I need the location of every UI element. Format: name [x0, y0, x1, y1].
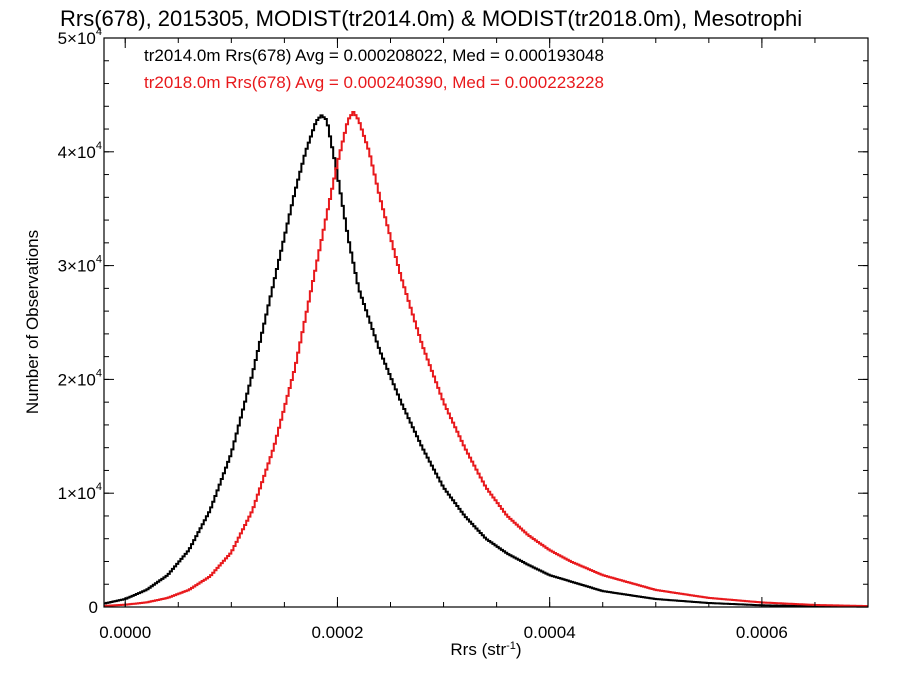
y-axis-label: Number of Observations: [23, 230, 42, 414]
annotations: tr2014.0m Rrs(678) Avg = 0.000208022, Me…: [144, 46, 604, 92]
plot-frame: [103, 37, 869, 608]
x-tick-label: 0.0006: [736, 623, 788, 642]
x-tick-label: 0.0002: [311, 623, 363, 642]
series-line-2: [104, 110, 868, 608]
x-axis: 0.0000 0.0002 0.0004 0.0006: [99, 38, 869, 642]
y-axis: 0 1×104 2×104 3×104 4×104 5×104: [58, 26, 868, 617]
y-tick-label: 2×104: [58, 367, 102, 389]
y-tick-label: 5×104: [58, 26, 102, 48]
y-tick-label: 0: [89, 598, 98, 617]
x-tick-label: 0.0000: [99, 623, 151, 642]
y-tick-label: 3×104: [58, 254, 102, 276]
x-axis-label: Rrs (str-1): [450, 640, 521, 659]
annotation-text-2: tr2018.0m Rrs(678) Avg = 0.000240390, Me…: [144, 73, 604, 92]
y-tick-label: 4×104: [58, 140, 102, 162]
x-axis-label-superscript: -1: [506, 640, 516, 652]
annotation-text-1: tr2014.0m Rrs(678) Avg = 0.000208022, Me…: [144, 46, 604, 65]
x-tick-label: 0.0004: [524, 623, 576, 642]
chart-title: Rrs(678), 2015305, MODIST(tr2014.0m) & M…: [60, 6, 802, 31]
series-line-1: [104, 114, 868, 608]
y-tick-label: 1×104: [58, 481, 102, 503]
plot-area: [104, 110, 868, 608]
